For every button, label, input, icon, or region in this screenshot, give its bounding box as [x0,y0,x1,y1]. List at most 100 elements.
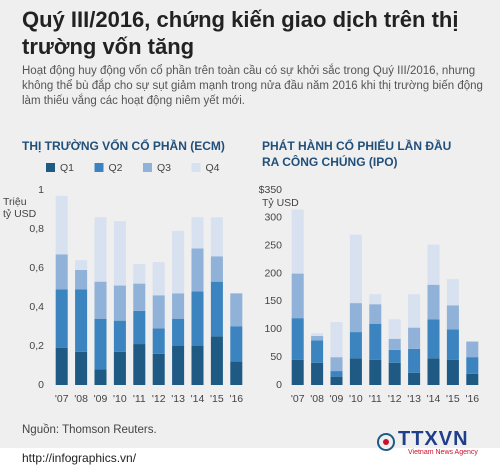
x-tick-label: '14 [191,393,205,405]
bar-segment [408,327,421,349]
x-tick-label: '14 [427,393,441,405]
legend-swatch [191,163,201,172]
bar-segment [94,369,107,385]
title: Quý III/2016, chứng kiến giao dịch trên … [22,7,459,59]
bar-segment [230,361,243,385]
x-tick-label: '07 [55,393,69,405]
chart-title: THỊ TRƯỜNG VỐN CỔ PHẦN (ECM) [22,139,225,153]
bar-segment [113,320,126,352]
bar-segment [330,376,343,385]
bar-segment [311,362,324,385]
x-tick-label: '10 [349,393,363,405]
bar-segment [446,305,459,330]
y-tick-label: 0,8 [29,223,44,235]
bar-segment [349,358,362,385]
bar-segment [75,260,88,270]
chart-title: PHÁT HÀNH CỔ PHIẾU LẦN ĐẦU RA CÔNG CHÚNG… [262,139,452,169]
x-tick-label: '13 [407,393,421,405]
y-tick-label: 200 [264,267,282,279]
logo: TTXVN [398,428,469,450]
bar-segment [446,279,459,306]
x-tick-label: '15 [210,393,224,405]
bar-segment [427,284,440,320]
bar-segment [113,351,126,385]
bar-segment [94,281,107,319]
x-tick-label: '15 [446,393,460,405]
x-tick-label: '12 [388,393,402,405]
bar-segment [75,269,88,290]
y-tick-label: 50 [270,351,282,363]
legend-label: Q2 [109,162,123,174]
bar-segment [446,359,459,385]
bar-segment [349,234,362,304]
x-tick-label: '10 [113,393,127,405]
bar-segment [191,217,204,249]
bar-segment [133,344,146,385]
bar-segment [191,346,204,385]
bar-segment [55,254,68,290]
bar-segment [466,373,479,385]
bar-segment [94,318,107,370]
bar-segment [152,262,165,296]
bar-segment [330,322,343,358]
bar-segment [369,294,382,305]
bar-segment [427,244,440,285]
x-tick-label: '07 [291,393,305,405]
bar-segment [55,347,68,385]
x-tick-label: '08 [310,393,324,405]
y-tick-label: $350 [259,184,283,196]
bar-segment [388,362,401,385]
bar-segment [349,303,362,333]
bar-segment [427,319,440,359]
bar-segment [191,248,204,292]
bar-segment [291,209,304,274]
y-tick-label: 250 [264,239,282,251]
x-tick-label: '13 [171,393,185,405]
x-tick-label: '11 [369,393,382,405]
x-tick-label: '16 [465,393,479,405]
bar-segment [291,318,304,360]
x-tick-label: '09 [330,393,344,405]
x-tick-label: '12 [152,393,166,405]
bar-segment [152,353,165,385]
bar-segment [113,285,126,321]
legend-swatch [143,163,152,172]
bar-segment [369,323,382,360]
bar-segment [55,195,68,255]
bar-segment [191,291,204,346]
bar-segment [427,358,440,385]
bar-segment [446,329,459,360]
y-tick-label: 0 [276,379,282,391]
url: http://infographics.vn/ [22,451,137,465]
bar-segment [349,332,362,359]
bar-segment [291,359,304,385]
legend-swatch [94,163,104,172]
bar-segment [388,338,401,350]
bar-segment [210,281,223,337]
bar-segment [311,335,324,341]
bar-segment [133,264,146,284]
bar-segment [330,357,343,372]
bar-segment [311,340,324,363]
bar-segment [311,333,324,336]
x-tick-label: '08 [74,393,88,405]
legend-swatch [46,163,55,172]
y-tick-label: 0 [38,379,44,391]
source: Nguồn: Thomson Reuters. [22,424,157,436]
y-tick-label: 0,6 [29,262,44,274]
x-tick-label: '09 [94,393,108,405]
y-tick-label: 300 [264,212,282,224]
bar-segment [230,293,243,327]
bar-segment [113,221,126,286]
bar-segment [152,295,165,329]
bar-segment [172,230,185,294]
logo-icon [377,433,395,451]
bar-segment [291,273,304,319]
x-tick-label: '11 [133,393,146,405]
legend-label: Q1 [60,162,74,174]
y-axis-label: Tỷ USD [262,197,299,209]
footer: http://infographics.vn/ TTXVN Vietnam Ne… [0,428,500,468]
bar-segment [94,217,107,282]
